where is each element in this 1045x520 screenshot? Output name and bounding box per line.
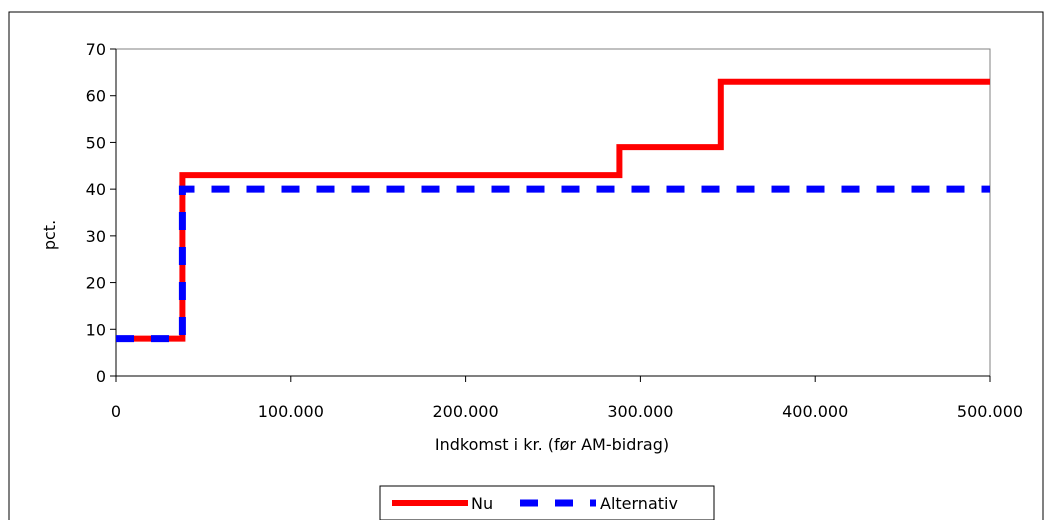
y-tick-label: 0 xyxy=(96,367,106,386)
chart-border xyxy=(8,11,1044,520)
y-tick-label: 40 xyxy=(86,180,106,199)
legend-label-alternativ: Alternativ xyxy=(600,494,678,513)
y-tick-label: 10 xyxy=(86,320,106,339)
x-tick-label: 300.000 xyxy=(607,402,673,421)
series-line-alternativ xyxy=(116,185,990,343)
y-axis-label: pct. xyxy=(40,220,59,250)
legend-label-nu: Nu xyxy=(471,494,493,513)
x-tick-label: 200.000 xyxy=(433,402,499,421)
x-tick-label: 0 xyxy=(111,402,121,421)
x-tick-label: 100.000 xyxy=(258,402,324,421)
y-tick-label: 20 xyxy=(86,274,106,293)
legend: Nu Alternativ xyxy=(379,485,715,520)
series-line-nu xyxy=(116,78,990,342)
y-tick-label: 30 xyxy=(86,227,106,246)
plot-frame xyxy=(115,48,991,377)
y-tick-label: 60 xyxy=(86,87,106,106)
y-tick-label: 50 xyxy=(86,133,106,152)
x-axis-label: Indkomst i kr. (før AM-bidrag) xyxy=(435,435,669,454)
plot-area: 0 10 20 30 40 50 60 70 0 100.000 200.000 300.000 400… xyxy=(86,40,1023,421)
y-tick-label: 70 xyxy=(86,40,106,59)
x-tick-label: 500.000 xyxy=(957,402,1023,421)
x-tick-label: 400.000 xyxy=(782,402,848,421)
